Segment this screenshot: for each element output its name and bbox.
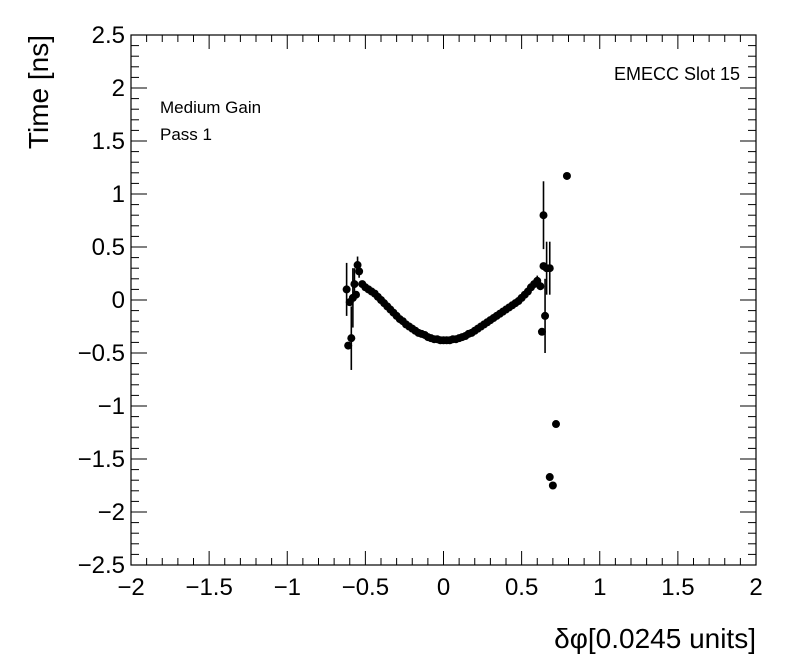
data-point — [352, 290, 360, 299]
x-tick-label: −0.5 — [342, 574, 389, 601]
y-tick-label: 2.5 — [92, 22, 125, 49]
data-point — [355, 267, 364, 276]
data-point — [541, 311, 550, 320]
y-tick-label: 2 — [112, 75, 125, 102]
data-point — [342, 285, 351, 294]
x-tick-label: 0.5 — [505, 574, 538, 601]
y-tick-label: −1.5 — [78, 446, 125, 473]
x-tick-label: −1.5 — [185, 574, 232, 601]
y-tick-label: −0.5 — [78, 340, 125, 367]
annotation-slot: EMECC Slot 15 — [614, 64, 740, 84]
y-tick-label: 1.5 — [92, 128, 125, 155]
data-point — [552, 420, 560, 429]
data-point — [344, 341, 353, 350]
x-tick-label: −1 — [274, 574, 301, 601]
data-point — [353, 261, 362, 270]
annotation-gain: Medium Gain — [160, 98, 261, 117]
y-tick-label: −2.5 — [78, 552, 125, 579]
y-tick-label: 0 — [112, 287, 125, 314]
data-point — [562, 171, 571, 180]
axis-tick-labels: −2 −1.5 −1 −0.5 0 0.5 1 1.5 2−2.5−2−1.5−1−0.500.… — [78, 22, 763, 601]
x-tick-label: −2 — [117, 574, 144, 601]
x-tick-label: 2 — [749, 574, 762, 601]
x-tick-label: 0 — [437, 574, 450, 601]
data-point — [545, 473, 554, 482]
x-tick-label: 1 — [593, 574, 606, 601]
y-tick-label: 1 — [112, 181, 125, 208]
data-point — [548, 481, 557, 490]
data-point — [539, 211, 548, 220]
y-tick-label: 0.5 — [92, 234, 125, 261]
data-point — [537, 327, 546, 336]
x-tick-label: 1.5 — [661, 574, 694, 601]
y-axis-title: Time [ns] — [23, 35, 54, 149]
y-tick-label: −2 — [98, 499, 125, 526]
axis-ticks — [130, 34, 757, 566]
data-point — [347, 334, 356, 343]
data-point — [536, 282, 545, 291]
x-axis-title: δφ[0.0245 units] — [554, 623, 756, 654]
data-points — [342, 171, 571, 490]
y-tick-label: −1 — [98, 393, 125, 420]
data-point — [545, 264, 554, 273]
data-point — [350, 280, 359, 289]
annotation-pass: Pass 1 — [160, 125, 212, 144]
